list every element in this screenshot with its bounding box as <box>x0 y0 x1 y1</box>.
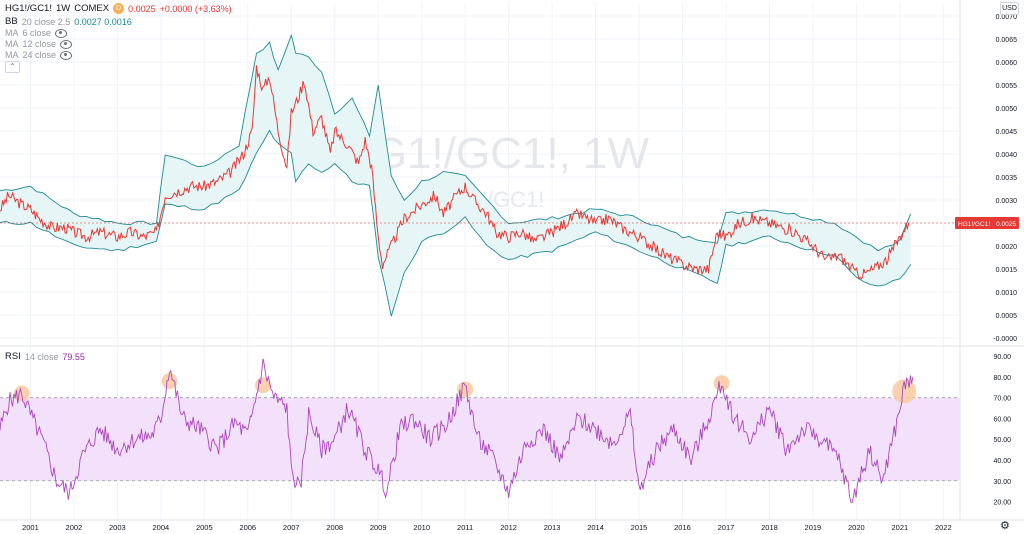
y-tick-label: 0.0035 <box>996 175 1018 182</box>
rsi-tick-label: 40.00 <box>993 458 1011 465</box>
status-badge: D <box>113 3 125 14</box>
rsi-tick-label: 70.00 <box>993 396 1011 403</box>
eye-hidden-icon[interactable] <box>60 50 73 60</box>
y-tick-label: 0.0065 <box>996 37 1018 44</box>
y-tick-label: 0.0020 <box>996 244 1018 251</box>
x-tick-label: 2017 <box>718 523 735 532</box>
x-tick-label: 2021 <box>891 523 908 532</box>
bb-upper-line <box>0 33 912 252</box>
ma24-legend[interactable]: MA 24 close <box>5 50 73 60</box>
interval-label[interactable]: 1W <box>56 3 71 14</box>
gear-icon[interactable]: ⚙ <box>1000 520 1010 532</box>
x-tick-label: 2019 <box>805 523 822 532</box>
collapse-legend-button[interactable]: ⌃ <box>5 61 20 73</box>
x-tick-label: 2014 <box>587 523 604 532</box>
last-value-tag-label: HG1!/GC1! <box>958 221 990 228</box>
rsi-name: RSI <box>5 351 21 362</box>
y-tick-label: 0.0030 <box>996 198 1018 205</box>
bb-legend[interactable]: BB 20 close 2.5 0.0027 0.0016 <box>5 16 132 27</box>
x-tick-label: 2004 <box>152 523 169 532</box>
rsi-tick-label: 30.00 <box>993 479 1011 486</box>
x-tick-label: 2018 <box>761 523 778 532</box>
ma24-params: 24 close <box>22 50 57 60</box>
x-tick-label: 2015 <box>631 523 648 532</box>
rsi-legend[interactable]: RSI 14 close 79.55 <box>5 351 85 362</box>
rsi-tick-label: 50.00 <box>993 437 1011 444</box>
last-value-tag <box>955 217 1019 229</box>
x-tick-label: 2007 <box>283 523 300 532</box>
exchange-label: COMEX <box>74 3 110 14</box>
rsi-highlight-circle <box>161 373 178 390</box>
symbol-label[interactable]: HG1!/GC1! <box>5 3 52 14</box>
x-tick-label: 2002 <box>66 523 83 532</box>
ma12-params: 12 close <box>22 39 57 49</box>
change-readout: +0.0000 (+3.63%) <box>159 3 232 14</box>
ma6-legend[interactable]: MA 6 close <box>5 28 68 38</box>
rsi-tick-label: 90.00 <box>993 354 1011 361</box>
y-tick-label: 0.0050 <box>996 106 1018 113</box>
x-tick-label: 2012 <box>500 523 517 532</box>
bb-lower-line <box>0 129 912 317</box>
x-tick-label: 2008 <box>326 523 343 532</box>
y-tick-label: 0.0005 <box>996 313 1018 320</box>
currency-button[interactable]: USD <box>1000 2 1019 15</box>
x-tick-label: 2010 <box>413 523 430 532</box>
bb-params: 20 close 2.5 <box>21 16 71 27</box>
eye-hidden-icon[interactable] <box>60 39 73 49</box>
rsi-value: 79.55 <box>62 351 85 362</box>
y-tick-label: 0.0040 <box>996 152 1018 159</box>
x-tick-label: 2022 <box>935 523 952 532</box>
last-value-tag-value: 0.0025 <box>996 221 1016 228</box>
rsi-tick-label: 80.00 <box>993 375 1011 382</box>
ma6-name: MA <box>5 28 19 38</box>
main-legend: HG1!/GC1! 1W COMEX D 0.0025 +0.0000 (+3.… <box>5 3 232 14</box>
y-tick-label: 0.0055 <box>996 83 1018 90</box>
x-tick-label: 2016 <box>674 523 691 532</box>
x-tick-label: 2006 <box>239 523 256 532</box>
y-tick-label: 0.0010 <box>996 290 1018 297</box>
bb-band-fill <box>0 35 911 317</box>
x-tick-label: 2009 <box>370 523 387 532</box>
rsi-highlight-circle <box>457 381 474 398</box>
x-tick-label: 2013 <box>544 523 561 532</box>
rsi-tick-label: 20.00 <box>993 500 1011 507</box>
bb-values: 0.0027 0.0016 <box>74 16 132 27</box>
rsi-highlight-circle <box>892 379 917 404</box>
y-tick-label: 0.0060 <box>996 60 1018 67</box>
ma12-legend[interactable]: MA 12 close <box>5 39 73 49</box>
ma12-name: MA <box>5 39 19 49</box>
y-tick-label: 0.0045 <box>996 129 1018 136</box>
y-tick-label: -0.0000 <box>993 336 1017 343</box>
ma24-name: MA <box>5 50 19 60</box>
price-readout: 0.0025 <box>128 3 156 14</box>
y-tick-label: 0.0070 <box>996 14 1018 21</box>
x-tick-label: 2001 <box>22 523 39 532</box>
ma6-params: 6 close <box>22 28 52 38</box>
eye-hidden-icon[interactable] <box>55 28 68 38</box>
rsi-params: 14 close <box>24 351 59 362</box>
rsi-tick-label: 60.00 <box>993 416 1011 423</box>
y-tick-label: 0.0015 <box>996 267 1018 274</box>
rsi-line <box>0 358 914 504</box>
rsi-highlight-circle <box>713 375 730 392</box>
x-tick-label: 2003 <box>109 523 126 532</box>
x-tick-label: 2020 <box>848 523 865 532</box>
x-tick-label: 2011 <box>457 523 473 532</box>
watermark-title: HG1!/GC1!, 1W <box>341 129 650 178</box>
bb-name: BB <box>5 16 18 27</box>
price-line <box>0 65 910 280</box>
x-tick-label: 2005 <box>196 523 213 532</box>
